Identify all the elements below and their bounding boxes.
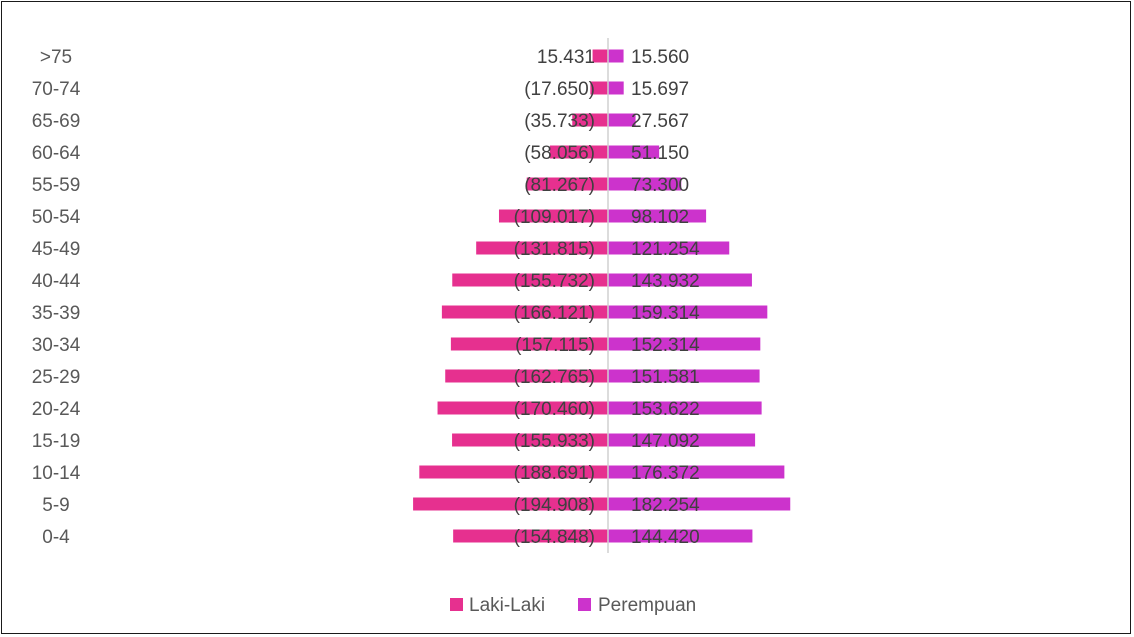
data-label-perempuan-65-69: 27.567 — [631, 111, 689, 132]
data-label-laki-laki-45-49: (131.815) — [514, 239, 595, 260]
age-tick-35-39: 35-39 — [32, 303, 81, 324]
data-label-perempuan-25-29: 151.581 — [631, 367, 700, 388]
legend: Laki-Laki Perempuan — [450, 595, 696, 616]
legend-label-laki-laki: Laki-Laki — [469, 595, 545, 616]
data-label-laki-laki-40-44: (155.732) — [514, 271, 595, 292]
bar-perempuan-10-14 — [608, 465, 785, 479]
bar-perempuan-60-64 — [608, 145, 660, 159]
data-label-laki-laki-0-4: (154.848) — [514, 527, 595, 548]
age-tick->75: >75 — [40, 47, 72, 68]
data-label-perempuan-0-4: 144.420 — [631, 527, 700, 548]
bar-perempuan-40-44 — [608, 273, 752, 287]
data-labels-layer: (154.848) 144.420 (194.908) 182.254 (188.691… — [514, 47, 700, 548]
data-label-perempuan-60-64: 51.150 — [631, 143, 689, 164]
data-label-laki-laki-30-34: (157.115) — [515, 335, 595, 356]
age-tick-60-64: 60-64 — [32, 143, 81, 164]
legend-label-perempuan: Perempuan — [598, 595, 696, 616]
data-label-laki-laki-20-24: (170.460) — [514, 399, 595, 420]
age-tick-25-29: 25-29 — [32, 367, 81, 388]
data-label-laki-laki-65-69: (35.733) — [524, 111, 595, 132]
bar-laki-laki-70-74 — [590, 81, 608, 95]
data-label-perempuan-35-39: 159.314 — [631, 303, 700, 324]
bar-laki-laki-40-44 — [452, 273, 608, 287]
data-label-laki-laki-60-64: (58.056) — [524, 143, 595, 164]
bar-perempuan-5-9 — [608, 497, 791, 511]
age-tick-10-14: 10-14 — [32, 463, 81, 484]
age-tick-50-54: 50-54 — [32, 207, 81, 228]
bar-perempuan->75 — [608, 49, 624, 63]
bar-perempuan-35-39 — [608, 305, 768, 319]
bar-laki-laki-30-34 — [450, 337, 608, 351]
data-label-perempuan-15-19: 147.092 — [631, 431, 700, 452]
data-label-perempuan-10-14: 176.372 — [631, 463, 700, 484]
bar-laki-laki-20-24 — [437, 401, 608, 415]
bar-perempuan-0-4 — [608, 529, 753, 543]
bars-layer — [413, 49, 791, 543]
age-tick-5-9: 5-9 — [42, 495, 69, 516]
data-label-perempuan-45-49: 121.254 — [631, 239, 700, 260]
age-tick-70-74: 70-74 — [32, 79, 81, 100]
age-tick-45-49: 45-49 — [32, 239, 81, 260]
bar-perempuan-50-54 — [608, 209, 707, 223]
bar-laki-laki-0-4 — [453, 529, 608, 543]
bar-laki-laki-10-14 — [419, 465, 608, 479]
data-label-perempuan-50-54: 98.102 — [631, 207, 689, 228]
bar-perempuan-45-49 — [608, 241, 730, 255]
bar-laki-laki-15-19 — [452, 433, 608, 447]
data-label-perempuan-70-74: 15.697 — [631, 79, 689, 100]
bar-perempuan-15-19 — [608, 433, 756, 447]
bar-laki-laki-25-29 — [445, 369, 608, 383]
data-label-laki-laki->75: 15.431 — [537, 47, 595, 68]
bar-laki-laki->75 — [592, 49, 608, 63]
data-label-laki-laki-15-19: (155.933) — [514, 431, 595, 452]
data-label-perempuan-20-24: 153.622 — [631, 399, 700, 420]
bar-laki-laki-50-54 — [498, 209, 608, 223]
age-tick-40-44: 40-44 — [32, 271, 81, 292]
data-label-perempuan->75: 15.560 — [631, 47, 689, 68]
bar-perempuan-30-34 — [608, 337, 761, 351]
data-label-perempuan-40-44: 143.932 — [631, 271, 700, 292]
bar-laki-laki-35-39 — [441, 305, 608, 319]
data-label-laki-laki-55-59: (81.267) — [524, 175, 595, 196]
data-label-laki-laki-50-54: (109.017) — [514, 207, 595, 228]
bar-laki-laki-60-64 — [549, 145, 608, 159]
bar-laki-laki-65-69 — [572, 113, 608, 127]
bar-perempuan-20-24 — [608, 401, 762, 415]
legend-swatch-perempuan — [578, 598, 591, 611]
data-label-perempuan-30-34: 152.314 — [631, 335, 700, 356]
age-tick-0-4: 0-4 — [42, 527, 70, 548]
data-label-laki-laki-35-39: (166.121) — [514, 303, 595, 324]
bar-laki-laki-55-59 — [526, 177, 608, 191]
age-tick-15-19: 15-19 — [32, 431, 81, 452]
bar-laki-laki-45-49 — [476, 241, 608, 255]
data-label-laki-laki-70-74: (17.650) — [524, 79, 595, 100]
age-tick-55-59: 55-59 — [32, 175, 81, 196]
data-label-perempuan-5-9: 182.254 — [631, 495, 700, 516]
bar-perempuan-55-59 — [608, 177, 682, 191]
bar-perempuan-70-74 — [608, 81, 624, 95]
data-label-laki-laki-10-14: (188.691) — [514, 463, 595, 484]
age-tick-20-24: 20-24 — [32, 399, 81, 420]
age-tick-30-34: 30-34 — [32, 335, 81, 356]
data-label-laki-laki-25-29: (162.765) — [514, 367, 595, 388]
bar-perempuan-25-29 — [608, 369, 760, 383]
legend-swatch-laki-laki — [450, 598, 463, 611]
data-label-perempuan-55-59: 73.300 — [631, 175, 689, 196]
data-label-laki-laki-5-9: (194.908) — [514, 495, 595, 516]
age-tick-65-69: 65-69 — [32, 111, 81, 132]
bar-perempuan-65-69 — [608, 113, 636, 127]
age-tick-labels: 0-4 5-9 10-14 15-19 20-24 25-29 30-34 35-39 40-4… — [32, 47, 81, 548]
bar-laki-laki-5-9 — [413, 497, 608, 511]
